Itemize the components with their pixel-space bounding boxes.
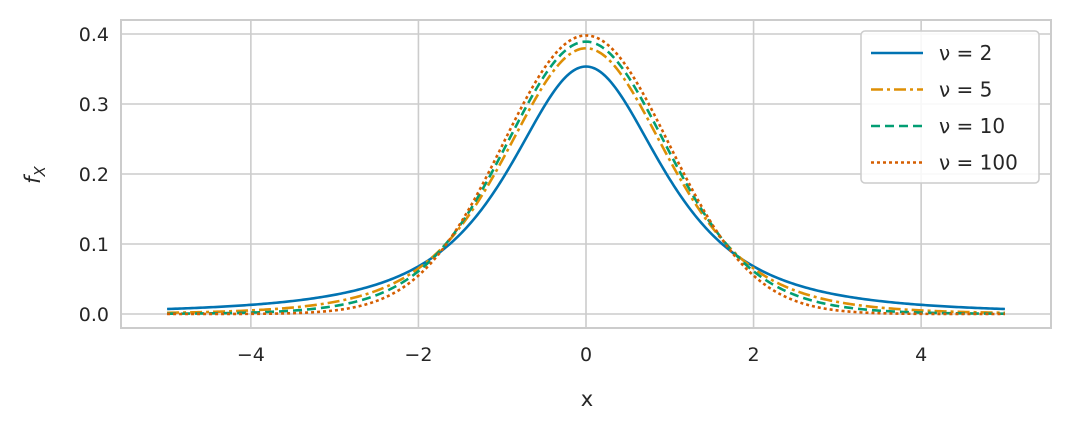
x-tick-label: 4	[915, 344, 927, 366]
series-line-nu-100	[167, 34, 1005, 316]
legend-box	[860, 30, 1040, 184]
y-tick-label: 0.4	[79, 24, 109, 46]
x-axis-label: x	[581, 387, 593, 411]
y-tick-label: 0.2	[79, 164, 109, 186]
x-tick-label: −4	[237, 344, 265, 366]
series-line-nu-10	[167, 40, 1005, 316]
y-axis-label: fX	[21, 165, 49, 183]
legend-label-nu-100: ν = 100	[939, 151, 1018, 175]
axes-frame	[120, 19, 1052, 329]
legend-label-nu-10: ν = 10	[939, 114, 1005, 138]
x-tick-label: 2	[748, 344, 760, 366]
series-line-nu-2	[167, 65, 1005, 311]
legend: ν = 2 ν = 5 ν = 10 ν = 100	[860, 30, 1040, 184]
y-tick-label: 0.3	[79, 94, 109, 116]
series-line-nu-5	[167, 46, 1005, 315]
y-tick-label: 0.0	[79, 304, 109, 326]
y-tick-label: 0.1	[79, 234, 109, 256]
x-tick-label: 0	[580, 344, 592, 366]
legend-label-nu-5: ν = 5	[939, 78, 992, 102]
x-tick-label: −2	[404, 344, 432, 366]
legend-label-nu-2: ν = 2	[939, 41, 992, 65]
